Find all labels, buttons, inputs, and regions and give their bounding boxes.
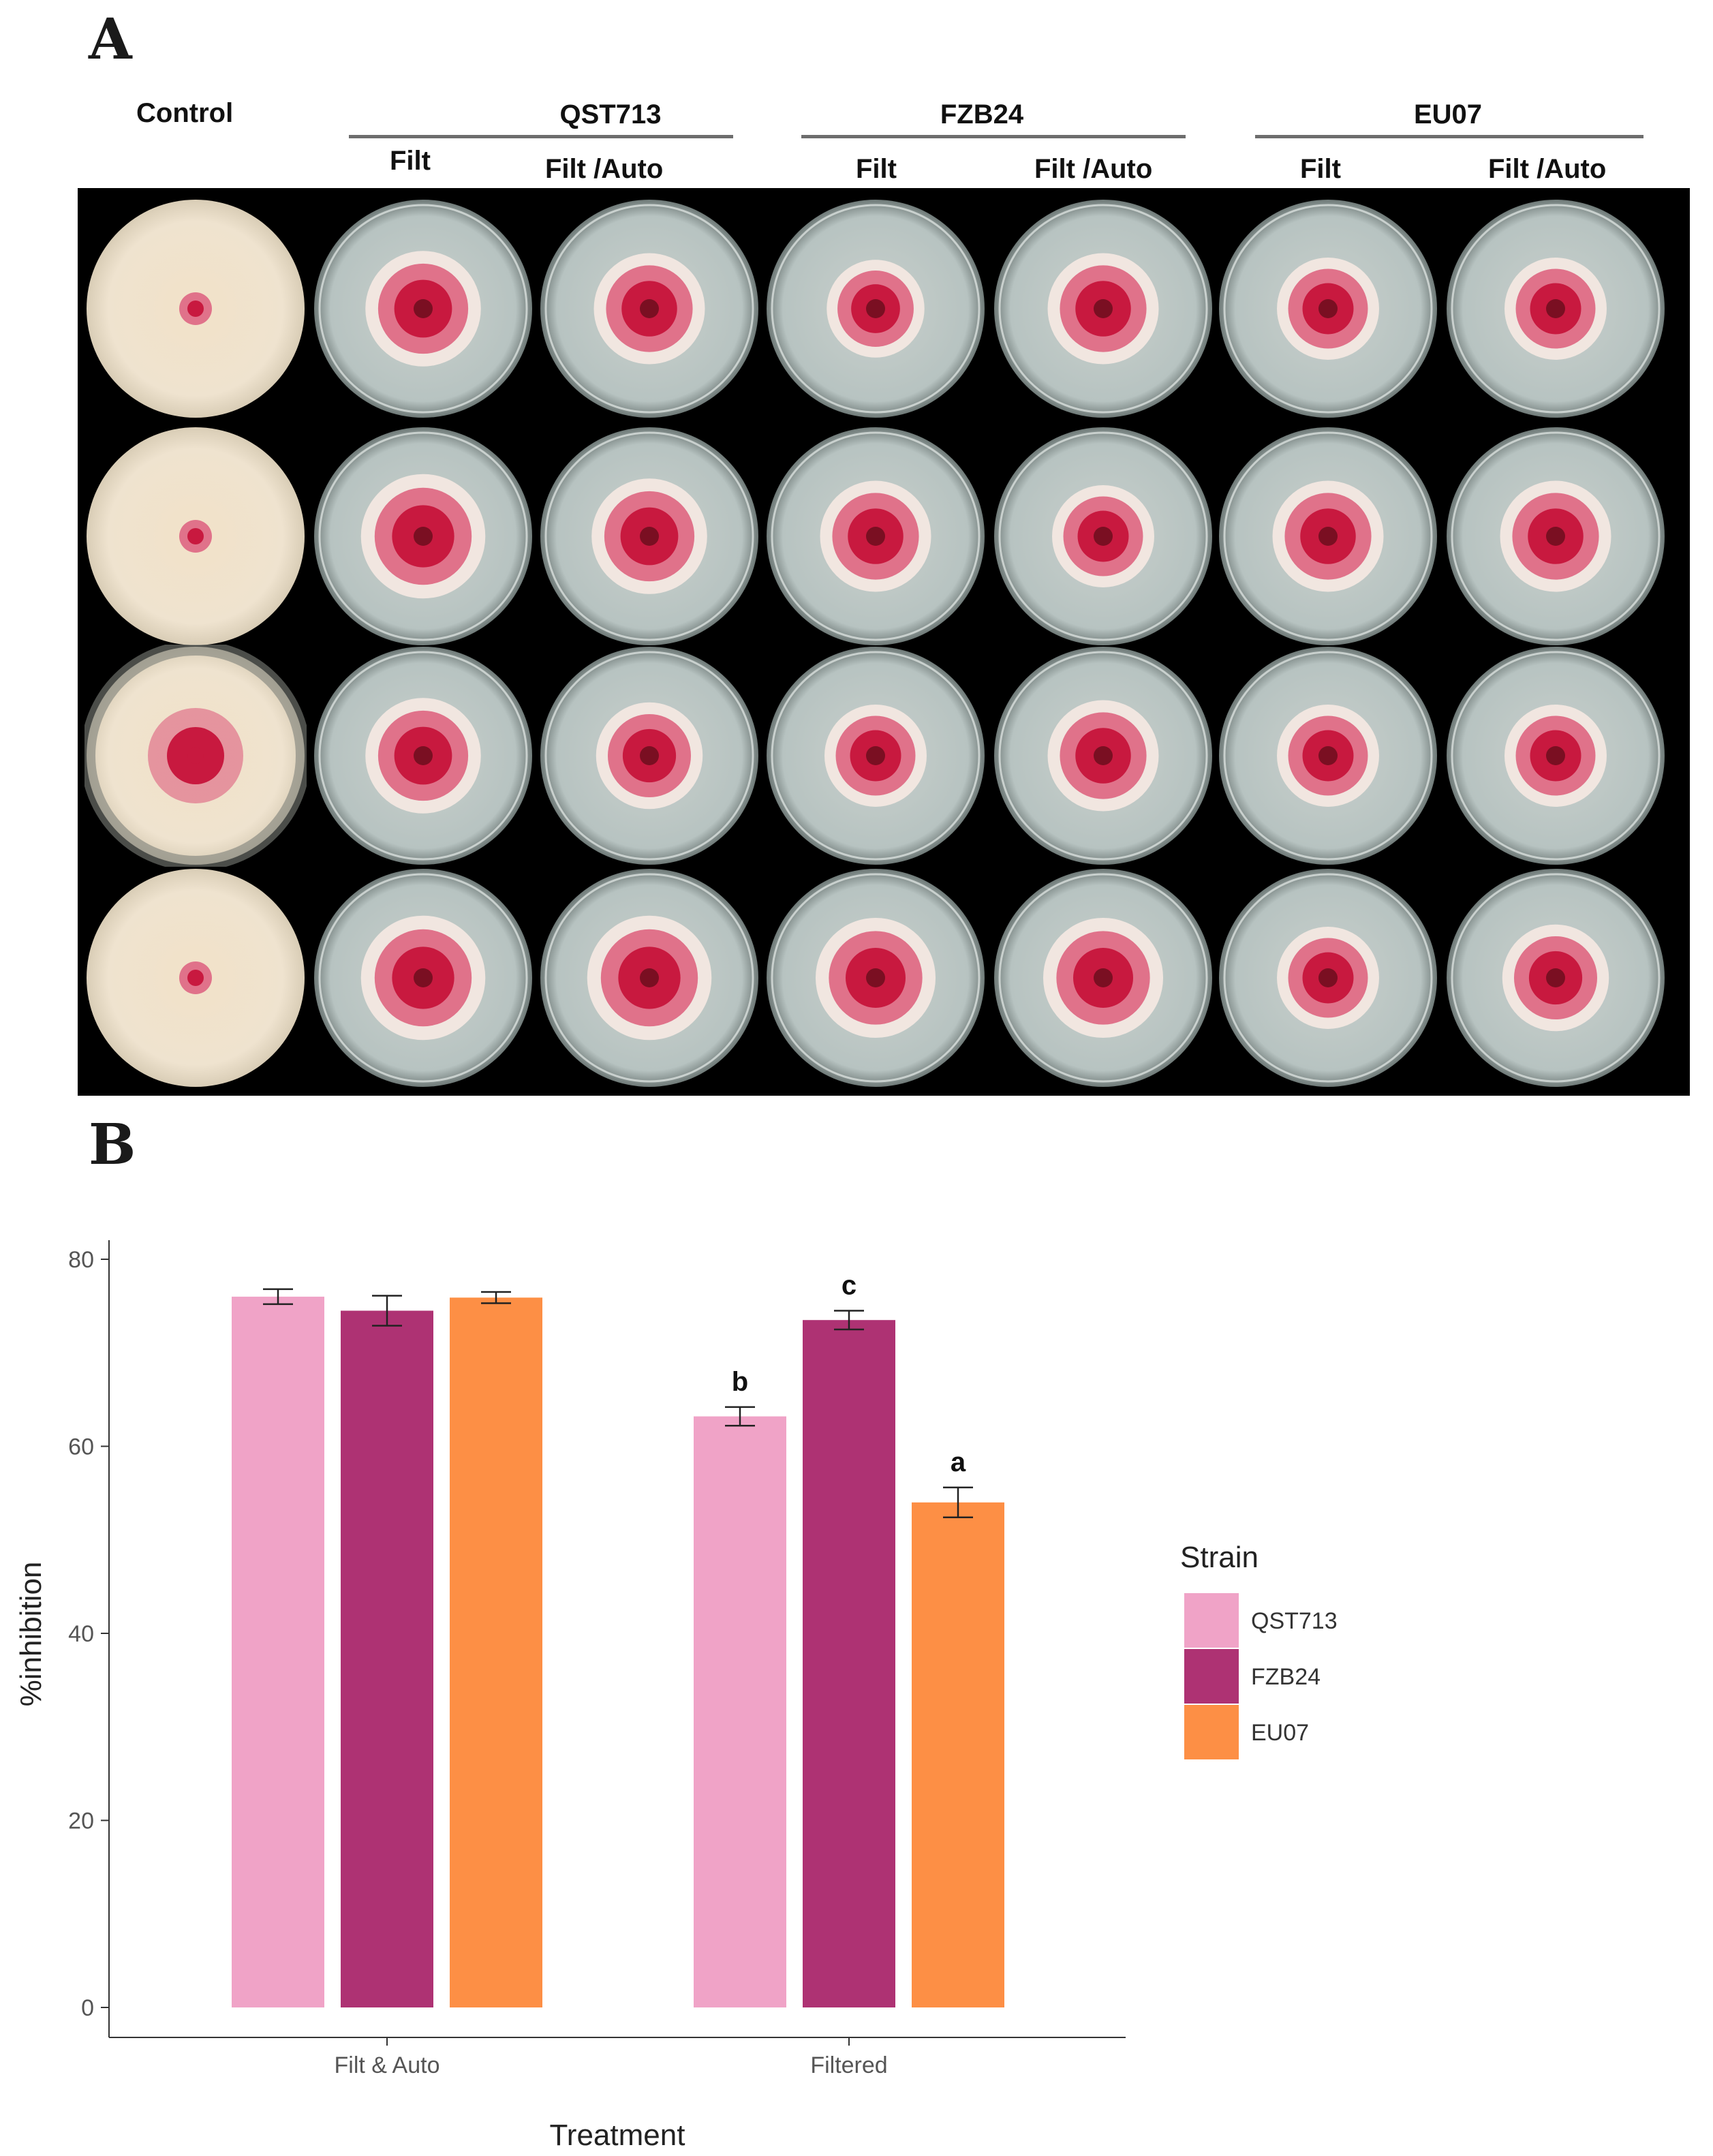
- petri-dish-qst713-filt-auto-row-3: [538, 645, 760, 867]
- bar-qst713-filt-auto: [232, 1296, 324, 2007]
- group-header-eu07: EU07: [1413, 99, 1483, 129]
- group-underline-fzb24: [801, 135, 1186, 138]
- petri-dish-fzb24-filt-auto-row-2: [992, 425, 1214, 647]
- petri-dish-control-row-2: [84, 425, 307, 647]
- subheader-eu07-filt: Filt: [1300, 154, 1341, 184]
- significance-letter: c: [842, 1270, 856, 1300]
- y-axis-label: %inhibition: [14, 1562, 48, 1707]
- petri-dish-eu07-filt-row-3: [1217, 645, 1439, 867]
- legend-label-fzb24: FZB24: [1251, 1664, 1321, 1690]
- control-header: Control: [136, 98, 234, 128]
- error-bar: [834, 1310, 864, 1331]
- petri-dish-qst713-filt-auto-row-1: [538, 198, 760, 420]
- error-bar: [725, 1406, 755, 1427]
- legend-swatch-qst713: [1184, 1593, 1239, 1648]
- bar-fzb24-filt-auto: [341, 1310, 433, 2007]
- x-axis-label: Treatment: [550, 2119, 685, 2152]
- petri-dish-qst713-filt-auto-row-2: [538, 425, 760, 647]
- petri-dish-fzb24-filt-auto-row-3: [992, 645, 1214, 867]
- petri-dish-eu07-filt-auto-row-3: [1445, 645, 1667, 867]
- petri-dish-qst713-filt-row-4: [312, 867, 534, 1089]
- group-header-fzb24: FZB24: [940, 99, 1024, 129]
- legend-swatch-fzb24: [1184, 1649, 1239, 1704]
- x-tick-label: Filtered: [810, 2052, 887, 2078]
- bar-chart: 0 20 40 60 80 Filt & Auto Filtered b c a %inhibit…: [14, 1240, 1338, 2152]
- y-tick-label: 0: [81, 1995, 94, 2021]
- error-bar: [263, 1288, 293, 1306]
- petri-dish-qst713-filt-auto-row-4: [538, 867, 760, 1089]
- group-header-qst713: QST713: [559, 99, 662, 129]
- y-tick-label: 40: [68, 1621, 94, 1647]
- legend-label-eu07: EU07: [1251, 1720, 1309, 1746]
- subheader-qst713-filt-auto: Filt /Auto: [545, 154, 664, 184]
- error-bar: [943, 1486, 973, 1519]
- petri-dish-eu07-filt-row-1: [1217, 198, 1439, 420]
- petri-dish-eu07-filt-auto-row-2: [1445, 425, 1667, 647]
- petri-dish-qst713-filt-row-2: [312, 425, 534, 647]
- y-tick-label: 20: [68, 1808, 94, 1834]
- legend-label-qst713: QST713: [1251, 1608, 1338, 1634]
- subheader-fzb24-filt: Filt: [856, 154, 897, 184]
- error-bar: [481, 1291, 511, 1304]
- petri-dish-qst713-filt-row-3: [312, 645, 534, 867]
- bar-qst713-filtered: [694, 1416, 786, 2007]
- panel-b-label: B: [89, 1112, 136, 1177]
- petri-dish-fzb24-filt-auto-row-1: [992, 198, 1214, 420]
- petri-dish-eu07-filt-row-2: [1217, 425, 1439, 647]
- error-bar: [372, 1295, 402, 1327]
- y-tick-label: 60: [68, 1434, 94, 1460]
- subheader-qst713-filt: Filt: [390, 146, 431, 176]
- legend-title: Strain: [1180, 1541, 1259, 1574]
- petri-dish-photo-panel: [78, 188, 1690, 1096]
- petri-dish-control-row-4: [84, 867, 307, 1089]
- petri-dish-qst713-filt-row-1: [312, 198, 534, 420]
- petri-dish-fzb24-filt-row-1: [765, 198, 987, 420]
- group-underline-qst713: [349, 135, 733, 138]
- bar-eu07-filt-auto: [450, 1297, 542, 2007]
- petri-dish-eu07-filt-row-4: [1217, 867, 1439, 1089]
- petri-dish-fzb24-filt-row-3: [765, 645, 987, 867]
- bar-fzb24-filtered: [803, 1320, 895, 2007]
- significance-letter: b: [732, 1367, 748, 1397]
- x-tick-label: Filt & Auto: [335, 2052, 440, 2078]
- petri-dish-fzb24-filt-row-4: [765, 867, 987, 1089]
- petri-dish-control-row-1: [84, 198, 307, 420]
- subheader-eu07-filt-auto: Filt /Auto: [1488, 154, 1607, 184]
- petri-dish-fzb24-filt-auto-row-4: [992, 867, 1214, 1089]
- y-tick-label: 80: [68, 1247, 94, 1273]
- subheader-fzb24-filt-auto: Filt /Auto: [1034, 154, 1153, 184]
- group-underline-eu07: [1255, 135, 1643, 138]
- petri-dish-fzb24-filt-row-2: [765, 425, 987, 647]
- significance-letter: a: [951, 1447, 966, 1477]
- legend-swatch-eu07: [1184, 1705, 1239, 1759]
- bar-eu07-filtered: [912, 1502, 1004, 2007]
- panel-a-label: A: [89, 7, 132, 72]
- petri-dish-eu07-filt-auto-row-4: [1445, 867, 1667, 1089]
- petri-dish-control-row-3: [84, 645, 307, 867]
- petri-dish-eu07-filt-auto-row-1: [1445, 198, 1667, 420]
